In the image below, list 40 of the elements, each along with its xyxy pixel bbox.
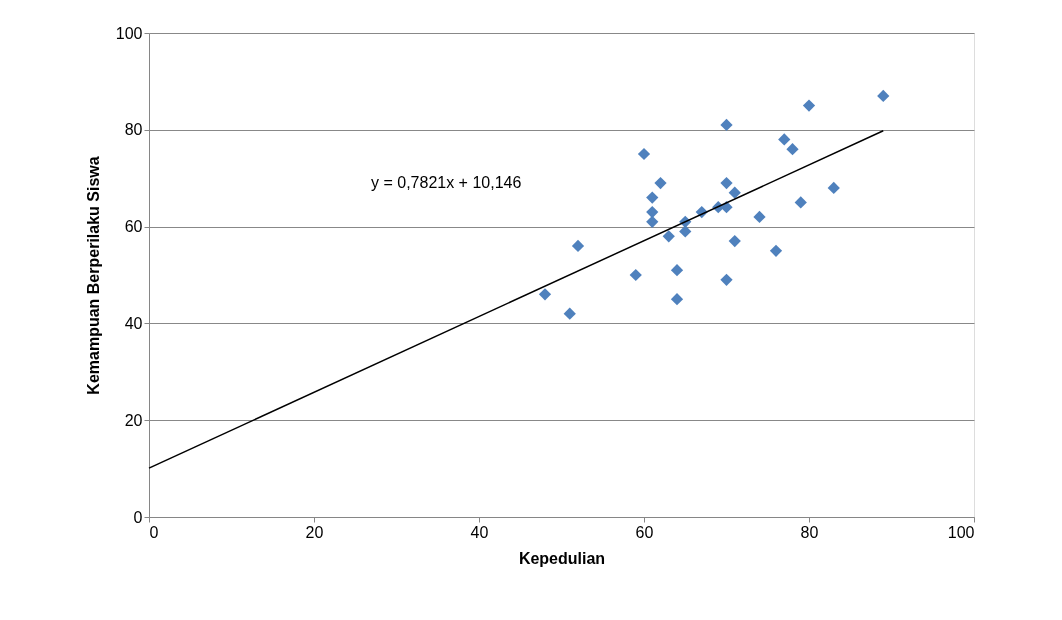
point	[720, 273, 733, 286]
point	[670, 264, 684, 277]
x-tick-label: 0	[149, 523, 159, 541]
point	[720, 118, 733, 132]
x-tick-label: 60	[635, 523, 654, 541]
x-axis-title: Kepedulian	[518, 549, 606, 567]
point	[794, 196, 807, 209]
x-tick-label: 20	[305, 523, 324, 541]
point	[563, 307, 576, 320]
y-tick-label: 80	[124, 121, 143, 139]
y-axis-title: Kemampuan Berperilaku Siswa	[84, 156, 102, 395]
point	[778, 133, 791, 146]
point	[679, 225, 692, 238]
y-tick-label: 40	[124, 314, 143, 332]
point	[654, 176, 667, 190]
point	[786, 143, 799, 156]
point	[802, 99, 816, 112]
y-tick-label: 60	[124, 218, 143, 236]
point	[827, 181, 840, 194]
point	[662, 230, 675, 243]
point	[637, 147, 651, 161]
point	[646, 205, 659, 219]
point	[769, 244, 783, 257]
x-tick-label: 40	[470, 523, 489, 541]
point	[728, 186, 741, 199]
y-tick-label: 0	[133, 508, 143, 526]
point	[538, 288, 552, 301]
point	[720, 176, 733, 190]
point	[670, 293, 684, 306]
point	[629, 268, 642, 282]
y-tick-label: 100	[115, 24, 143, 42]
point	[571, 239, 585, 253]
point	[728, 235, 741, 248]
point	[877, 89, 890, 103]
point	[646, 191, 659, 204]
x-tick-label: 80	[800, 523, 819, 541]
annotation: y = 0,7821x + 10,146	[371, 174, 522, 191]
point	[753, 210, 766, 224]
y-tick-label: 20	[124, 411, 143, 429]
x-tick-label: 100	[947, 523, 975, 541]
